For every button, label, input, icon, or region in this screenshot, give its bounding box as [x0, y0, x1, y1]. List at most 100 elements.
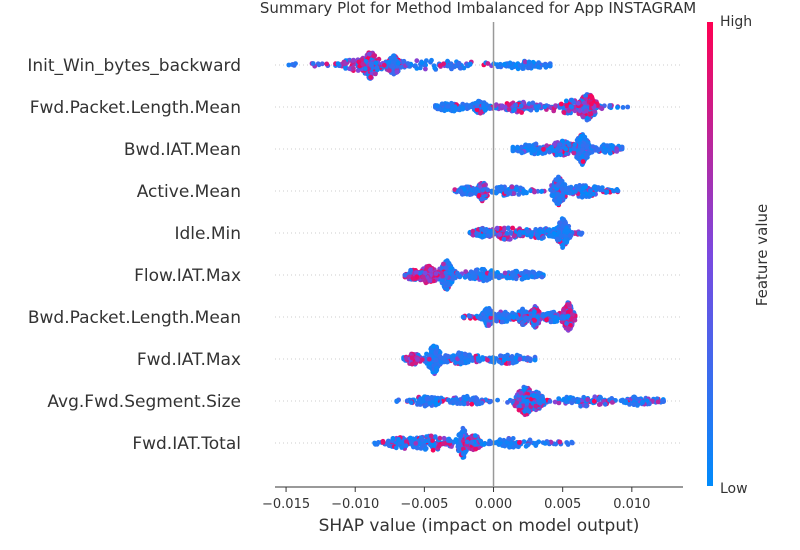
shap-point	[360, 61, 366, 67]
shap-point	[455, 270, 460, 276]
shap-point	[553, 441, 559, 447]
shap-point	[419, 399, 425, 405]
feature-label: Active.Mean	[137, 182, 241, 202]
shap-point	[532, 357, 538, 363]
shap-point	[597, 395, 602, 401]
shap-point	[433, 368, 439, 374]
shap-point	[553, 177, 559, 183]
shap-point	[496, 314, 502, 320]
shap-point	[467, 104, 473, 110]
shap-point	[487, 106, 493, 111]
shap-point	[555, 191, 561, 197]
shap-point	[580, 114, 586, 119]
shap-point	[496, 359, 502, 364]
shap-point	[525, 315, 531, 321]
shap-point	[446, 261, 452, 267]
shap-point	[618, 398, 624, 404]
shap-point	[480, 187, 486, 193]
shap-point	[623, 400, 629, 406]
feature-label: Flow.IAT.Max	[134, 266, 241, 286]
shap-point	[601, 148, 607, 154]
shap-point	[563, 220, 568, 226]
shap-point	[452, 63, 458, 69]
shap-point	[515, 145, 521, 151]
shap-point	[319, 61, 325, 67]
shap-point	[556, 196, 562, 202]
shap-point	[596, 402, 602, 407]
shap-point	[526, 143, 531, 148]
shap-point	[558, 152, 563, 158]
shap-point	[531, 269, 537, 275]
shap-point	[479, 266, 485, 272]
shap-point	[459, 359, 464, 365]
shap-point	[477, 315, 483, 321]
shap-point	[563, 98, 569, 104]
shap-point	[479, 196, 485, 202]
shap-point	[474, 396, 480, 402]
shap-point	[599, 106, 605, 112]
shap-point	[481, 183, 487, 189]
shap-point	[381, 62, 387, 68]
shap-point	[580, 159, 586, 164]
shap-point	[518, 390, 524, 396]
shap-point	[508, 230, 514, 235]
shap-point	[461, 401, 467, 407]
shap-point	[544, 317, 549, 323]
shap-point	[464, 273, 469, 279]
shap-point	[541, 398, 547, 404]
shap-point	[440, 273, 445, 279]
shap-point	[575, 399, 581, 405]
shap-point	[513, 62, 519, 68]
shap-point	[566, 142, 572, 148]
shap-point	[442, 108, 447, 114]
shap-point	[526, 59, 532, 65]
shap-point	[414, 58, 420, 64]
shap-point	[579, 230, 585, 236]
shap-point	[522, 309, 528, 315]
shap-point	[530, 100, 536, 106]
shap-point	[595, 185, 601, 190]
shap-point	[488, 271, 494, 277]
shap-point	[577, 183, 582, 188]
shap-point	[467, 352, 472, 358]
shap-point	[535, 314, 540, 320]
shap-point	[512, 107, 517, 112]
shap-point	[528, 188, 533, 194]
shap-point	[522, 59, 528, 65]
shap-point	[527, 356, 533, 362]
shap-point	[584, 403, 589, 409]
shap-point	[580, 147, 585, 153]
shap-point	[427, 278, 433, 283]
shap-point	[335, 61, 341, 66]
shap-point	[415, 357, 420, 362]
shap-point	[433, 350, 439, 355]
shap-point	[565, 313, 571, 319]
shap-point	[429, 57, 434, 63]
shap-point	[343, 65, 348, 71]
shap-point	[536, 103, 542, 109]
shap-point	[362, 66, 368, 72]
shap-point	[386, 60, 391, 65]
shap-point	[563, 146, 569, 152]
shap-point	[561, 314, 566, 320]
shap-point	[463, 269, 469, 274]
shap-point	[409, 355, 415, 361]
shap-point	[475, 355, 481, 361]
shap-point	[514, 268, 519, 274]
feature-label: Idle.Min	[174, 224, 241, 244]
shap-point	[503, 189, 509, 195]
shap-point	[460, 314, 466, 320]
shap-point	[423, 66, 428, 72]
shap-point	[540, 313, 546, 319]
shap-point	[501, 357, 507, 363]
shap-point	[494, 225, 500, 231]
shap-point	[388, 56, 394, 61]
shap-point	[486, 276, 492, 282]
shap-point	[609, 143, 615, 149]
shap-point	[483, 310, 489, 315]
shap-point	[531, 393, 536, 399]
shap-point	[374, 65, 380, 70]
shap-point	[363, 59, 369, 64]
shap-point	[431, 343, 437, 349]
